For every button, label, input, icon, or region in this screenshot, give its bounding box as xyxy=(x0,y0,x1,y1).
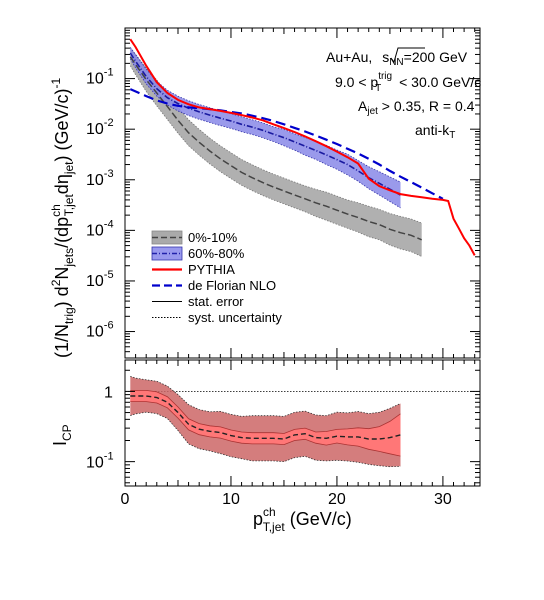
lower-y-tick-label: 1 xyxy=(104,384,113,401)
band-icp-stat-lower-edge xyxy=(130,401,401,457)
legend-entry-0-10: 0%-10% xyxy=(151,230,238,245)
series-60-80-line xyxy=(129,52,401,196)
lower-plot-area xyxy=(125,376,480,468)
legend-label-0-10: 0%-10% xyxy=(188,230,238,245)
band-icp-syst xyxy=(130,376,401,467)
upper-plot-area xyxy=(129,38,476,257)
upper-axes: 10-1 10-2 10-3 10-4 10-5 10-6 xyxy=(86,27,481,359)
annotations: Au+Au, sNN=200 GeV 9.0 < ptrig T < 30.0 G… xyxy=(326,47,481,141)
lower-frame xyxy=(124,359,481,487)
lower-y-tick-label: 10-1 xyxy=(86,451,114,472)
annotation-ajet: Ajet > 0.35, R = 0.4 xyxy=(358,98,475,117)
legend-label-nlo: de Florian NLO xyxy=(188,278,276,293)
band-icp-syst-upper-edge xyxy=(130,376,401,417)
x-axis-label: pch T,jet (GeV/c) xyxy=(253,505,352,534)
annotation-trigger-range: 9.0 < ptrig T < 30.0 GeV/c xyxy=(335,71,481,94)
legend: 0%-10% 60%-80% PYTHIA de Florian NLO sta… xyxy=(151,230,282,325)
legend-label-stat: stat. error xyxy=(188,294,244,309)
annotation-system: Au+Au, sNN=200 GeV xyxy=(326,49,468,68)
x-tick-label: 10 xyxy=(222,491,240,508)
legend-entry-pythia: PYTHIA xyxy=(152,262,235,277)
legend-entry-nlo: de Florian NLO xyxy=(152,278,276,293)
upper-y-tick-label: 10-3 xyxy=(86,168,114,189)
upper-y-tick-label: 10-5 xyxy=(86,269,114,290)
legend-label-pythia: PYTHIA xyxy=(188,262,235,277)
upper-y-tick-label: 10-6 xyxy=(86,320,114,341)
upper-panel: 10-1 10-2 10-3 10-4 10-5 10-6 xyxy=(86,27,481,359)
band-0-10-syst-lower-edge xyxy=(129,65,422,257)
legend-entry-stat: stat. error xyxy=(152,294,244,309)
upper-frame xyxy=(124,27,481,359)
lower-y-axis-label: ICP xyxy=(50,424,74,446)
upper-y-axis-label: (1/Ntrig) d2Njets/(dpchT,jetdηjet) (GeV/… xyxy=(49,77,76,358)
series-pythia-line xyxy=(129,38,476,256)
x-tick-label: 30 xyxy=(434,491,452,508)
upper-y-tick-label: 10-1 xyxy=(86,67,114,88)
band-icp-syst-lower-edge xyxy=(130,411,401,468)
series-icp-line xyxy=(130,395,401,440)
upper-y-tick-label: 10-4 xyxy=(86,218,114,239)
band-0-10-syst xyxy=(130,47,422,257)
legend-label-syst: syst. uncertainty xyxy=(188,310,282,325)
series-0-10-line xyxy=(129,56,422,241)
legend-entry-syst: syst. uncertainty xyxy=(152,310,282,325)
upper-y-tick-label: 10-2 xyxy=(86,117,114,138)
band-icp-stat-upper-edge xyxy=(130,390,401,434)
band-60-80-syst-upper-edge xyxy=(129,47,401,183)
legend-label-60-80: 60%-80% xyxy=(188,246,245,261)
x-tick-label: 0 xyxy=(121,491,130,508)
series-nlo-line xyxy=(129,88,444,200)
band-60-80-syst-lower-edge xyxy=(129,58,401,209)
band-60-80-syst xyxy=(130,47,401,208)
x-tick-label: 20 xyxy=(328,491,346,508)
sqrt-sign-icon xyxy=(390,47,425,64)
legend-entry-60-80: 60%-80% xyxy=(151,246,245,261)
lower-panel: 0 10 20 30 1 10-1 xyxy=(86,359,481,508)
annotation-algorithm: anti-kT xyxy=(415,122,455,141)
band-icp-stat xyxy=(130,390,401,457)
lower-axes: 0 10 20 30 1 10-1 xyxy=(86,359,481,508)
